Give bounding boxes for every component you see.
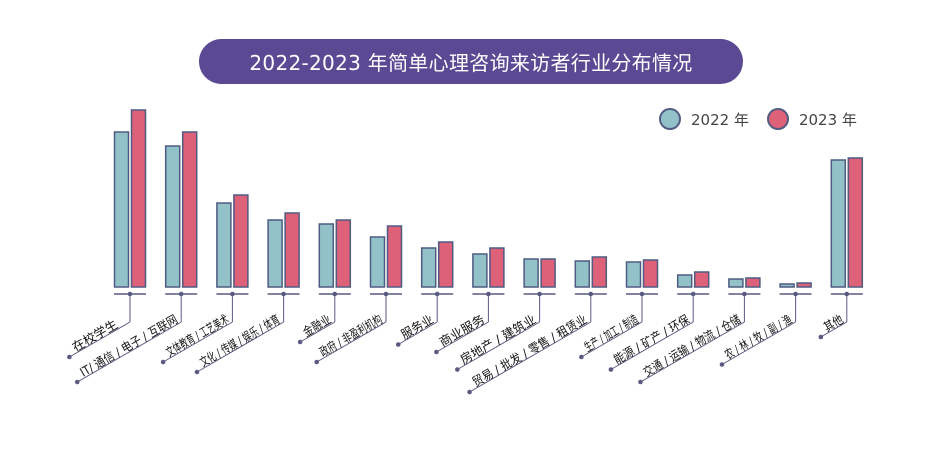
leader-diagonal <box>299 321 336 343</box>
bar-2022 <box>625 261 642 288</box>
bar-2023 <box>847 157 864 288</box>
leader-diagonal <box>820 321 848 338</box>
leader-end-dot <box>434 349 439 355</box>
leader-end-dot <box>314 359 320 365</box>
bar-2022 <box>267 219 283 288</box>
leader-end-dot <box>160 359 166 365</box>
x-tick-label: 服务业 <box>398 312 436 342</box>
leader-end-dot <box>74 379 80 385</box>
bar-2023 <box>284 212 300 288</box>
leader-diagonal <box>77 321 182 383</box>
leader-end-dot <box>297 339 303 345</box>
legend-item-2022: 2022 年 <box>659 108 749 130</box>
bar-2023 <box>386 225 403 288</box>
chart-title: 2022-2023 年简单心理咨询来访者行业分布情况 <box>199 39 743 84</box>
bar-2022 <box>420 247 437 288</box>
legend-item-2023: 2023 年 <box>766 108 857 130</box>
leader-diagonal <box>581 321 643 358</box>
bar-2023 <box>693 271 710 288</box>
bar-2023 <box>591 256 608 288</box>
bar-2022 <box>472 253 488 288</box>
leader-end-dot <box>395 342 401 347</box>
bar-2023 <box>181 131 198 288</box>
legend-swatch-2022 <box>659 108 681 130</box>
bar-2023 <box>489 247 505 288</box>
leader-end-dot <box>579 354 584 360</box>
leader-diagonal <box>196 321 284 373</box>
x-tick-label: 其他 <box>821 311 846 334</box>
leader-end-dot <box>719 362 725 367</box>
bar-2022 <box>830 159 847 288</box>
x-tick-label: 金融业 <box>300 312 333 340</box>
leader-diagonal <box>610 321 694 370</box>
leader-end-dot <box>194 369 200 375</box>
leader-diagonal <box>397 321 438 345</box>
legend-label-2022: 2022 年 <box>691 110 749 129</box>
leader-diagonal <box>316 321 387 363</box>
leader-end-dot <box>67 354 72 360</box>
bar-2022 <box>113 131 130 288</box>
leader-diagonal <box>721 321 796 365</box>
bar-2022 <box>728 278 744 288</box>
leader-end-dot <box>608 367 614 372</box>
legend-swatch-2023 <box>766 108 789 130</box>
bar-2023 <box>745 277 761 288</box>
leader-diagonal <box>457 321 540 370</box>
bar-2023 <box>335 219 352 288</box>
chart-legend: 2022 年 2023 年 <box>659 108 875 130</box>
leader-end-dot <box>818 334 824 340</box>
bar-2023 <box>796 282 812 288</box>
bar-2022 <box>523 258 539 288</box>
bar-2022 <box>779 283 795 288</box>
bar-2022 <box>216 202 232 288</box>
leader-diagonal <box>162 321 233 363</box>
bar-2023 <box>642 259 659 288</box>
bar-2023 <box>540 258 556 288</box>
bar-2022 <box>676 274 693 288</box>
bar-2022 <box>164 145 181 288</box>
bar-2022 <box>318 223 335 288</box>
leader-diagonal <box>436 321 489 353</box>
leader-end-dot <box>455 367 460 372</box>
bar-2022 <box>369 236 386 288</box>
bar-2023 <box>130 109 147 288</box>
bar-2023 <box>437 241 454 288</box>
leader-end-dot <box>467 389 472 395</box>
bar-2023 <box>233 194 249 288</box>
leader-diagonal <box>469 321 592 393</box>
leader-diagonal <box>69 321 131 358</box>
leader-end-dot <box>638 379 643 385</box>
bar-2022 <box>574 260 591 288</box>
leader-diagonal <box>640 321 745 383</box>
legend-label-2023: 2023 年 <box>798 110 857 129</box>
